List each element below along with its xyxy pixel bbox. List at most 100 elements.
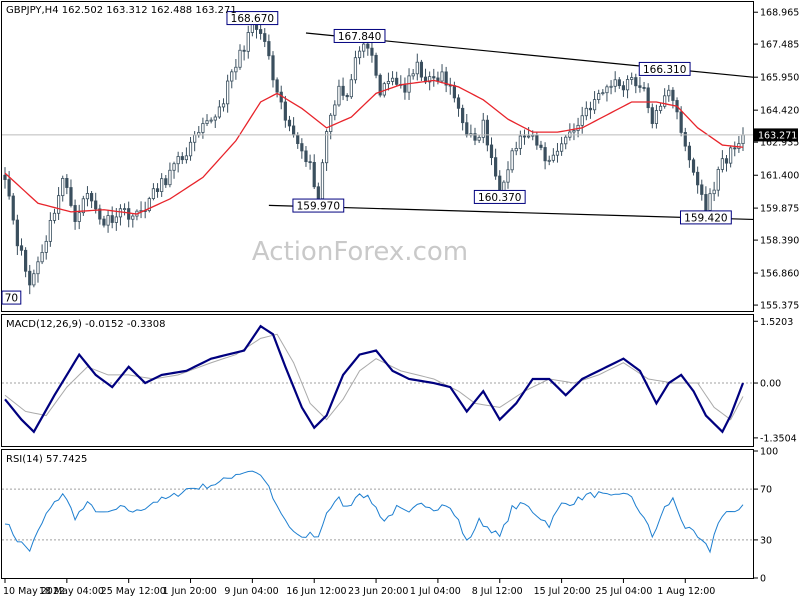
time-tick-label: 18 May 04:00 [39, 586, 104, 597]
candle-body [679, 111, 683, 133]
candle-body [127, 208, 131, 220]
candle-body [432, 76, 436, 79]
time-tick-label: 8 Jul 12:00 [472, 586, 523, 597]
candle-body [634, 77, 638, 87]
rsi-line [4, 470, 744, 554]
level-labels: 168.670 167.840 159.970 160.370 166.310 159.4… [1, 11, 732, 305]
candle-body [188, 141, 193, 157]
candle-body [638, 85, 642, 88]
candle-body [518, 135, 522, 149]
candle-body [370, 47, 374, 56]
level-label: 159.420 [684, 212, 727, 224]
candle-body [514, 148, 518, 152]
level-label-box [333, 28, 386, 43]
candle-body [102, 218, 106, 226]
candle-body [312, 161, 316, 188]
candle-body [527, 135, 531, 138]
candle-body [452, 85, 456, 99]
price-tick-label: 162.935 [760, 138, 799, 149]
candle-body [601, 92, 605, 95]
level-label: 166.310 [643, 64, 686, 76]
candle-body [221, 103, 226, 108]
candle-body [654, 110, 659, 124]
candle-body [374, 54, 378, 76]
time-tick-label: 23 Jun 20:00 [348, 586, 408, 597]
candle-body [729, 147, 733, 164]
level-label: 167.840 [338, 31, 381, 43]
candle-body [11, 195, 15, 221]
candle-body [559, 143, 564, 152]
candle-body [543, 147, 547, 162]
candle-body [164, 178, 168, 186]
candle-body [415, 61, 419, 75]
candle-body [646, 87, 650, 109]
candle-body [308, 161, 312, 164]
candle-body [658, 105, 663, 111]
level-label-box [679, 210, 732, 225]
candle-body [341, 85, 345, 96]
time-tick-label: 25 Jul 04:00 [595, 586, 652, 597]
time-tick-label: 1 Jun 20:00 [163, 586, 217, 597]
time-tick-label: 1 Jul 04:00 [410, 586, 461, 597]
rsi-panel [1, 449, 754, 579]
candle-body [712, 189, 716, 195]
candle-body [61, 178, 65, 197]
candle-body [180, 156, 184, 161]
candle-body [613, 79, 617, 87]
candle-body [588, 107, 593, 111]
candle-body [300, 143, 304, 152]
candle-body [555, 150, 560, 156]
candle-body [667, 89, 671, 97]
candle-body [287, 119, 292, 127]
candle-body [390, 77, 395, 82]
candle-body [246, 32, 250, 52]
price-y-axis: 168.965 167.485 165.950 164.420 162.935 161.4… [754, 8, 799, 312]
candle-body [44, 240, 48, 253]
candle-body [65, 178, 69, 188]
candle-body [217, 106, 221, 118]
candle-body [168, 169, 172, 186]
candle-body [193, 134, 197, 143]
candles [3, 11, 745, 295]
candle-body [329, 114, 333, 132]
candle-body [357, 50, 362, 59]
candle-body [650, 107, 654, 124]
rsi-tick-label: 0 [760, 574, 766, 585]
candle-body [625, 79, 630, 91]
candle-body [378, 74, 382, 96]
candle-body [316, 186, 320, 200]
candle-body [259, 29, 263, 34]
candle-body [382, 83, 386, 96]
candle-body [477, 136, 481, 141]
candle-body [580, 115, 584, 126]
macd-header: MACD(12,26,9) -0.0152 -0.3308 [6, 319, 166, 330]
candle-body [56, 195, 61, 214]
candle-body [151, 188, 156, 199]
trendline [268, 204, 754, 221]
candle-body [704, 194, 708, 211]
candle-body [48, 220, 52, 242]
candle-body [3, 174, 7, 180]
candle-body [333, 104, 337, 116]
time-tick-label: 9 Jun 04:00 [224, 586, 278, 597]
candle-body [94, 200, 98, 210]
candle-body [708, 193, 712, 211]
candle-body [275, 79, 279, 93]
candle-body [362, 43, 366, 52]
candle-body [296, 134, 300, 144]
candle-body [716, 169, 720, 191]
level-label-box [473, 189, 526, 204]
candle-body [461, 107, 465, 124]
level-label: 160.370 [478, 192, 521, 204]
candle-body [671, 89, 675, 101]
candle-body [609, 85, 613, 88]
candle-body [106, 215, 110, 226]
candle-body [489, 144, 494, 159]
current-price-label: 163.271 [758, 130, 797, 141]
candle-body [85, 193, 90, 200]
candle-body [403, 84, 407, 93]
price-header: GBPJPY,H4 162.502 163.312 162.488 163.27… [6, 5, 237, 16]
level-label: 168.670 [231, 13, 274, 25]
candle-body [160, 178, 164, 192]
time-tick-label: 1 Aug 12:00 [657, 586, 715, 597]
